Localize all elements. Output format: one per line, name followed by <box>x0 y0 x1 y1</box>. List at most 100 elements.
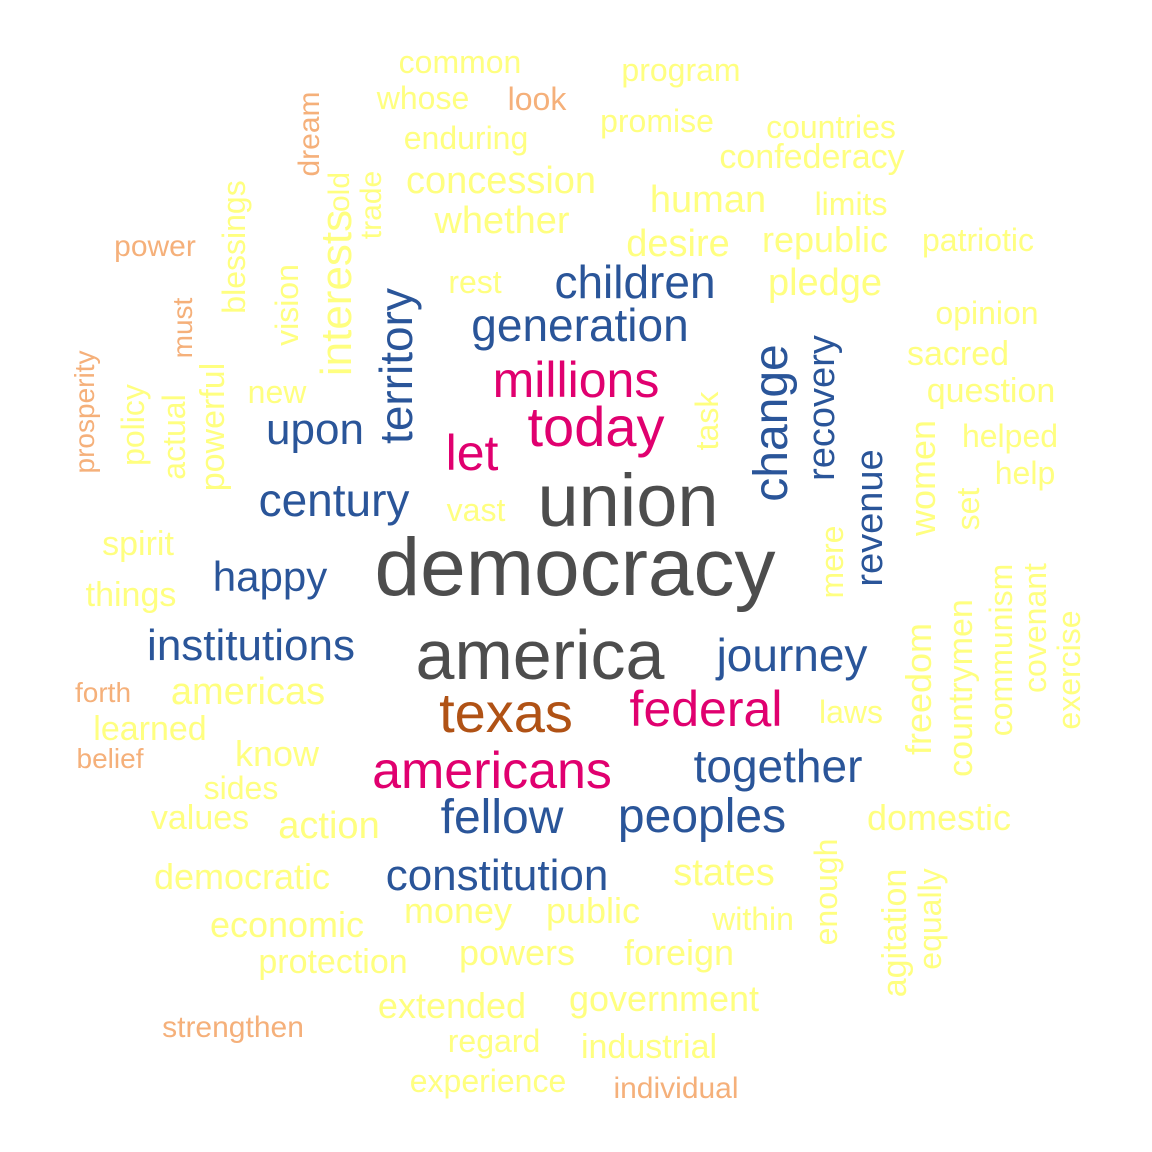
word-sides: sides <box>203 770 279 806</box>
word-protection: protection <box>258 943 408 981</box>
word-children: children <box>554 256 716 308</box>
word-communism: communism <box>983 563 1019 737</box>
word-must: must <box>167 297 198 359</box>
word-recovery: recovery <box>801 335 843 481</box>
word-covenant: covenant <box>1017 563 1053 693</box>
word-happy: happy <box>212 553 328 600</box>
word-revenue: revenue <box>849 449 891 587</box>
word-powers: powers <box>458 932 576 973</box>
word-generation: generation <box>471 299 689 351</box>
word-mere: mere <box>814 525 850 599</box>
word-pledge: pledge <box>767 262 883 304</box>
word-countrymen: countrymen <box>942 599 980 777</box>
word-whose: whose <box>376 80 470 116</box>
word-domestic: domestic <box>866 797 1012 838</box>
word-individual: individual <box>613 1072 739 1105</box>
word-sacred: sacred <box>906 335 1010 373</box>
word-enough: enough <box>808 838 844 946</box>
word-texas: texas <box>439 681 573 744</box>
word-things: things <box>85 576 177 614</box>
word-strengthen: strengthen <box>162 1011 304 1044</box>
word-money: money <box>403 890 513 931</box>
word-freedom: freedom <box>898 622 939 756</box>
word-women: women <box>902 419 943 537</box>
word-forth: forth <box>74 677 132 708</box>
word-know: know <box>234 733 320 774</box>
word-within: within <box>712 901 794 937</box>
word-public: public <box>545 890 641 931</box>
word-change: change <box>745 344 798 502</box>
word-fellow: fellow <box>440 791 564 844</box>
word-journey: journey <box>716 629 868 681</box>
word-task: task <box>689 391 725 451</box>
word-dream: dream <box>293 91 326 177</box>
word-peoples: peoples <box>617 790 787 843</box>
word-states: states <box>673 852 775 894</box>
word-powerful: powerful <box>194 362 232 492</box>
word-opinion: opinion <box>935 295 1039 331</box>
word-old: old <box>323 171 356 213</box>
word-confederacy: confederacy <box>719 138 905 176</box>
word-experience: experience <box>409 1063 567 1099</box>
word-learned: learned <box>93 710 207 748</box>
word-set: set <box>950 487 986 531</box>
word-action: action <box>278 805 380 847</box>
word-helped: helped <box>961 418 1059 454</box>
word-enduring: enduring <box>403 120 529 156</box>
word-federal: federal <box>629 681 783 737</box>
word-interests: interests <box>312 209 361 377</box>
word-today: today <box>527 395 665 458</box>
word-vision: vision <box>269 264 305 346</box>
word-desire: desire <box>626 223 730 265</box>
word-agitation: agitation <box>876 868 914 998</box>
word-blessings: blessings <box>216 180 252 314</box>
word-concession: concession <box>405 160 597 202</box>
word-look: look <box>507 81 567 117</box>
word-new: new <box>247 374 307 410</box>
word-values: values <box>150 799 250 837</box>
word-prosperity: prosperity <box>69 350 100 474</box>
word-laws: laws <box>818 694 884 730</box>
word-americans: americans <box>372 742 612 800</box>
word-common: common <box>398 44 522 80</box>
word-america: america <box>415 616 665 694</box>
word-policy: policy <box>115 384 151 466</box>
word-upon: upon <box>266 405 364 454</box>
word-industrial: industrial <box>580 1028 718 1066</box>
word-equally: equally <box>912 868 948 970</box>
word-let: let <box>445 425 499 481</box>
word-millions: millions <box>492 352 660 408</box>
word-constitution: constitution <box>385 851 609 900</box>
word-economic: economic <box>209 904 365 945</box>
word-countries: countries <box>766 109 896 145</box>
word-institutions: institutions <box>147 621 355 670</box>
word-government: government <box>568 978 760 1019</box>
word-democratic: democratic <box>153 856 331 897</box>
word-help: help <box>994 455 1056 491</box>
word-question: question <box>926 372 1056 410</box>
word-actual: actual <box>156 394 192 480</box>
word-belief: belief <box>76 743 144 774</box>
word-power: power <box>114 230 196 263</box>
word-republic: republic <box>761 219 889 260</box>
word-extended: extended <box>377 985 527 1026</box>
word-foreign: foreign <box>623 932 735 973</box>
word-whether: whether <box>434 200 570 242</box>
word-vast: vast <box>446 492 506 528</box>
word-patriotic: patriotic <box>921 222 1035 258</box>
word-territory: territory <box>370 288 422 444</box>
word-rest: rest <box>448 264 502 300</box>
word-americas: americas <box>170 671 326 713</box>
word-regard: regard <box>447 1023 541 1059</box>
word-spirit: spirit <box>102 525 174 563</box>
word-together: together <box>693 740 863 792</box>
word-century: century <box>258 474 410 526</box>
word-promise: promise <box>600 103 714 139</box>
word-limits: limits <box>814 186 888 222</box>
word-human: human <box>649 179 767 221</box>
word-union: union <box>537 459 719 542</box>
word-trade: trade <box>355 170 388 240</box>
word-exercise: exercise <box>1051 610 1087 730</box>
word-program: program <box>621 52 741 88</box>
